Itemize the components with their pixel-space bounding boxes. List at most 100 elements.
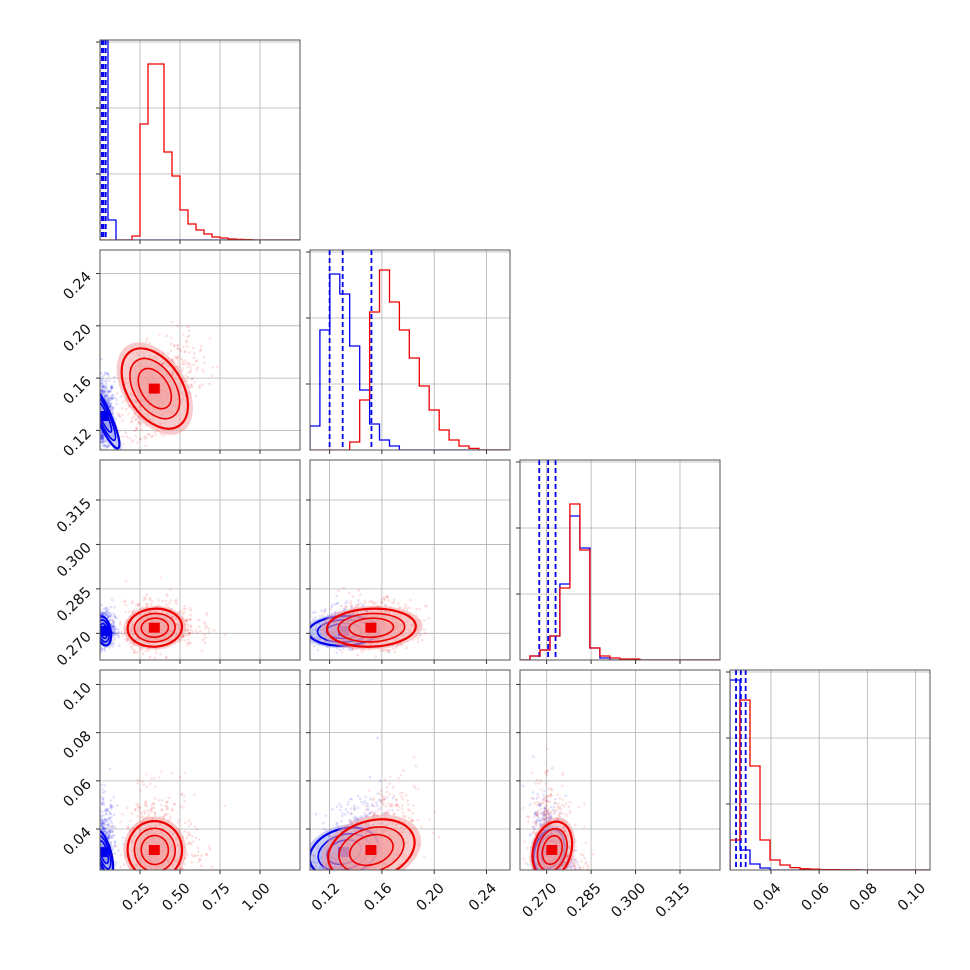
scatter-point <box>96 398 99 401</box>
scatter-point <box>96 623 99 626</box>
scatter-point <box>100 820 104 824</box>
scatter-point <box>128 610 131 614</box>
scatter-point <box>113 845 116 848</box>
scatter-point <box>199 345 203 348</box>
scatter-point <box>101 378 104 381</box>
scatter-point <box>135 603 138 607</box>
scatter-point <box>97 860 100 863</box>
scatter-point <box>107 834 111 838</box>
scatter-point <box>385 595 389 598</box>
scatter-point <box>107 833 111 837</box>
scatter-point <box>95 873 98 876</box>
scatter-point <box>371 600 374 604</box>
scatter-point <box>102 826 105 830</box>
scatter-point <box>97 876 100 879</box>
scatter-point <box>144 444 147 448</box>
scatter-point <box>96 860 99 863</box>
scatter-point <box>120 413 124 417</box>
scatter-point <box>104 395 108 398</box>
scatter-point <box>97 856 100 859</box>
scatter-point <box>303 615 306 618</box>
scatter-point <box>189 371 192 374</box>
scatter-point <box>101 441 105 444</box>
scatter-point <box>216 365 219 369</box>
scatter-point <box>101 461 104 464</box>
scatter-point <box>130 440 134 444</box>
scatter-point <box>105 444 109 448</box>
scatter-point <box>108 399 111 402</box>
scatter-point <box>383 596 386 600</box>
scatter-point <box>102 385 106 388</box>
scatter-point <box>107 829 110 833</box>
scatter-point <box>96 624 99 627</box>
scatter-point <box>111 645 114 648</box>
scatter-point <box>106 396 109 400</box>
scatter-point <box>118 630 121 633</box>
scatter-point <box>100 795 103 798</box>
scatter-point <box>111 406 114 409</box>
scatter-point <box>101 612 105 615</box>
histogram-blue <box>100 40 300 240</box>
scatter-point <box>136 604 140 607</box>
scatter-point <box>104 829 108 833</box>
scatter-point <box>100 431 104 435</box>
scatter-point <box>416 636 420 640</box>
scatter-point <box>115 391 119 395</box>
scatter-point <box>143 596 146 599</box>
scatter-point <box>99 873 102 876</box>
scatter-point <box>96 634 99 637</box>
scatter-point <box>189 625 193 628</box>
scatter-point <box>223 633 226 637</box>
scatter-point <box>96 856 99 859</box>
scatter-point <box>101 441 104 444</box>
scatter-point <box>94 862 97 865</box>
scatter-point <box>196 366 199 369</box>
scatter-point <box>91 840 94 843</box>
scatter-point <box>104 606 107 610</box>
scatter-point <box>109 404 112 407</box>
scatter-point <box>99 878 102 881</box>
scatter-point <box>117 414 121 418</box>
scatter-point <box>187 631 191 634</box>
scatter-point <box>323 639 327 643</box>
scatter-point <box>205 625 209 628</box>
scatter-point <box>102 821 105 824</box>
scatter-point <box>189 369 192 372</box>
scatter-point <box>113 840 117 843</box>
scatter-point <box>153 656 157 660</box>
scatter-point <box>174 356 178 360</box>
scatter-point <box>106 823 110 826</box>
scatter-point <box>201 383 204 386</box>
scatter-point <box>108 390 112 393</box>
scatter-point <box>93 844 96 847</box>
scatter-point <box>135 427 138 431</box>
scatter-point <box>96 860 99 863</box>
scatter-point <box>345 605 348 609</box>
scatter-point <box>186 375 189 379</box>
scatter-point <box>96 862 99 865</box>
scatter-point <box>103 443 106 447</box>
panel-2-1 <box>303 459 511 664</box>
scatter-point <box>100 436 103 440</box>
scatter-point <box>110 598 114 602</box>
scatter-point <box>101 870 104 873</box>
scatter-point <box>97 412 100 415</box>
scatter-point <box>103 818 106 821</box>
scatter-point <box>96 835 99 838</box>
scatter-point <box>107 616 110 619</box>
scatter-point <box>133 429 136 433</box>
scatter-point <box>123 600 126 604</box>
scatter-point <box>100 802 103 806</box>
scatter-point <box>105 873 108 876</box>
scatter-point <box>188 641 192 645</box>
scatter-point <box>335 594 339 598</box>
scatter-point <box>106 807 109 811</box>
scatter-point <box>421 638 424 642</box>
scatter-point <box>112 625 116 628</box>
scatter-point <box>100 783 104 787</box>
scatter-point <box>130 601 134 605</box>
scatter-point <box>200 649 204 653</box>
scatter-point <box>95 637 98 640</box>
scatter-point <box>105 611 108 614</box>
scatter-point <box>96 859 99 862</box>
